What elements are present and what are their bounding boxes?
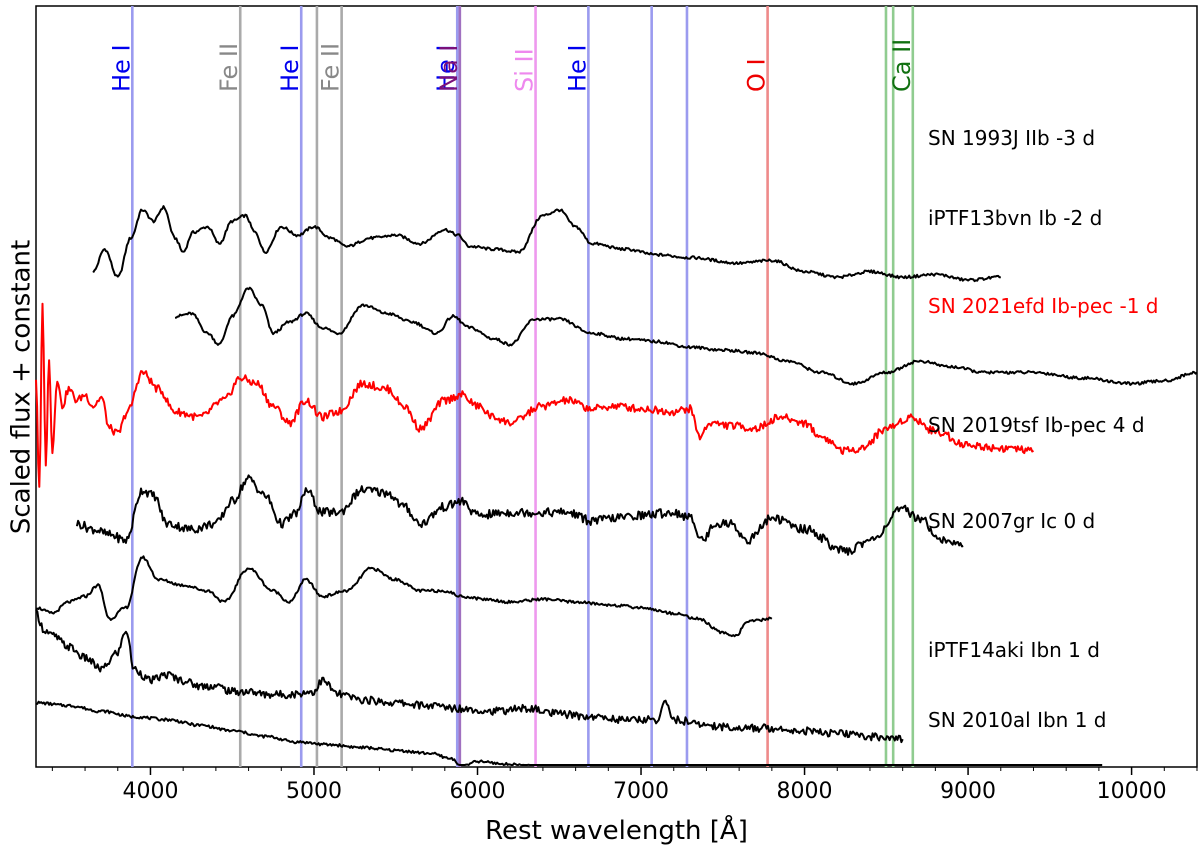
x-tick-label-6: 10000 — [1097, 779, 1167, 804]
marker-label-0-1: He I — [276, 44, 304, 92]
spectrum-label-3: SN 2019tsf Ib-pec 4 d — [928, 413, 1145, 437]
marker-label-3-0: Si II — [511, 48, 539, 92]
y-axis-label: Scaled flux + constant — [7, 240, 37, 534]
spectrum-label-2: SN 2021efd Ib-pec -1 d — [928, 294, 1158, 318]
marker-label-0-2: He I — [432, 44, 460, 92]
spectrum-series-1 — [174, 286, 1198, 386]
x-tick-label-4: 8000 — [777, 779, 833, 804]
x-tick-label-5: 9000 — [940, 779, 996, 804]
marker-label-0-3: He I — [563, 44, 591, 92]
x-axis-label: Rest wavelength [Å] — [485, 814, 748, 846]
marker-lines — [131, 6, 915, 767]
spectra-series — [35, 205, 1198, 766]
x-axis-ticks: 4000 5000 6000 7000 8000 9000 10000 — [51, 767, 1198, 804]
x-tick-label-1: 5000 — [286, 779, 342, 804]
x-tick-label-3: 7000 — [613, 779, 669, 804]
spectrum-series-2 — [35, 302, 1034, 488]
spectra-labels: SN 1993J IIb -3 d iPTF13bvn Ib -2 d SN 202… — [928, 126, 1158, 732]
spectrum-series-4 — [35, 555, 773, 638]
spectrum-label-5: iPTF14aki Ibn 1 d — [928, 638, 1100, 662]
x-tick-label-0: 4000 — [122, 779, 178, 804]
marker-label-0-0: He I — [107, 44, 135, 92]
x-tick-label-2: 6000 — [450, 779, 506, 804]
spectrum-label-4: SN 2007gr Ic 0 d — [928, 509, 1095, 533]
marker-label-1-0: Fe II — [215, 43, 243, 92]
marker-label-1-1: Fe II — [317, 43, 345, 92]
spectrum-series-0 — [92, 205, 1001, 283]
spectrum-label-6: SN 2010al Ibn 1 d — [928, 708, 1107, 732]
marker-label-2-0: Na I — [435, 45, 463, 92]
spectrum-series-6 — [36, 700, 1103, 766]
marker-labels: He I He I He I He I Fe II Fe II Na I Si II O I Ca… — [107, 39, 915, 92]
marker-label-5-0: Ca II — [888, 39, 916, 92]
spectrum-label-1: iPTF13bvn Ib -2 d — [928, 206, 1102, 230]
marker-label-4-0: O I — [743, 58, 771, 92]
spectrum-series-5 — [35, 608, 904, 744]
spectrum-series-3 — [75, 474, 964, 556]
spectrum-label-0: SN 1993J IIb -3 d — [928, 126, 1095, 150]
